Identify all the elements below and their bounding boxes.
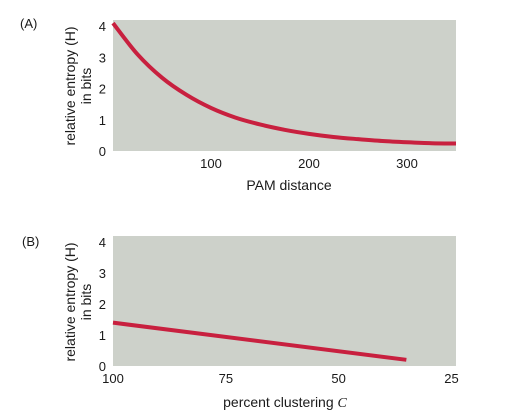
- panel-b-x-axis-label-text: percent clustering: [223, 394, 337, 410]
- panel-b-letter: (B): [22, 234, 39, 249]
- panel-a-y-tick-label: 1: [99, 113, 106, 128]
- panel-a-y-tick-label: 2: [99, 82, 106, 97]
- panel-b-y-ticks: 0 1 2 3 4: [99, 235, 106, 374]
- panel-b-series-line-0: [112, 320, 407, 362]
- panel-a-curve-layer: [111, 21, 457, 146]
- panel-a: (A) 0 1 2 3 4 100 200 300 relative entropy (H)…: [20, 16, 457, 193]
- panel-a-x-axis-label: PAM distance: [246, 177, 332, 193]
- panel-b-curve-layer: [112, 320, 407, 362]
- panel-b-x-axis-label-variable: C: [338, 396, 348, 411]
- panel-a-y-ticks: 0 1 2 3 4: [99, 19, 106, 159]
- panel-b-x-tick-label: 25: [444, 371, 458, 386]
- panel-b-y-tick-label: 4: [99, 235, 106, 250]
- panel-a-series-line-0: [111, 21, 457, 146]
- panel-a-x-tick-label: 300: [396, 156, 418, 171]
- panel-a-y-tick-label: 4: [99, 19, 106, 34]
- panel-b-y-tick-label: 2: [99, 297, 106, 312]
- panel-b-plot-area: [113, 236, 456, 366]
- panel-a-x-tick-label: 100: [200, 156, 222, 171]
- panel-b-x-ticks: 100 75 50 25: [102, 371, 459, 386]
- panel-a-x-tick-label: 200: [298, 156, 320, 171]
- panel-b: (B) 0 1 2 3 4 100 75 50 25 relative entropy (H)…: [22, 234, 459, 411]
- panel-b-y-axis-label-line1: relative entropy (H): [62, 242, 78, 361]
- panel-a-letter: (A): [20, 16, 37, 31]
- panel-b-y-tick-label: 3: [99, 266, 106, 281]
- panel-b-x-axis-label: percent clustering C: [223, 394, 347, 411]
- panel-b-y-tick-label: 1: [99, 328, 106, 343]
- panel-a-y-tick-label: 0: [99, 144, 106, 159]
- panel-b-x-tick-label: 100: [102, 371, 124, 386]
- panel-b-x-tick-label: 50: [331, 371, 345, 386]
- panel-b-y-axis-label-line2: in bits: [78, 284, 94, 321]
- panel-a-y-tick-label: 3: [99, 50, 106, 65]
- panel-b-x-tick-label: 75: [219, 371, 233, 386]
- panel-b-y-tick-label: 0: [99, 359, 106, 374]
- panel-a-x-ticks: 100 200 300: [200, 156, 418, 171]
- panel-a-y-axis-label-line1: relative entropy (H): [62, 26, 78, 145]
- panel-a-y-axis-label-line2: in bits: [78, 68, 94, 105]
